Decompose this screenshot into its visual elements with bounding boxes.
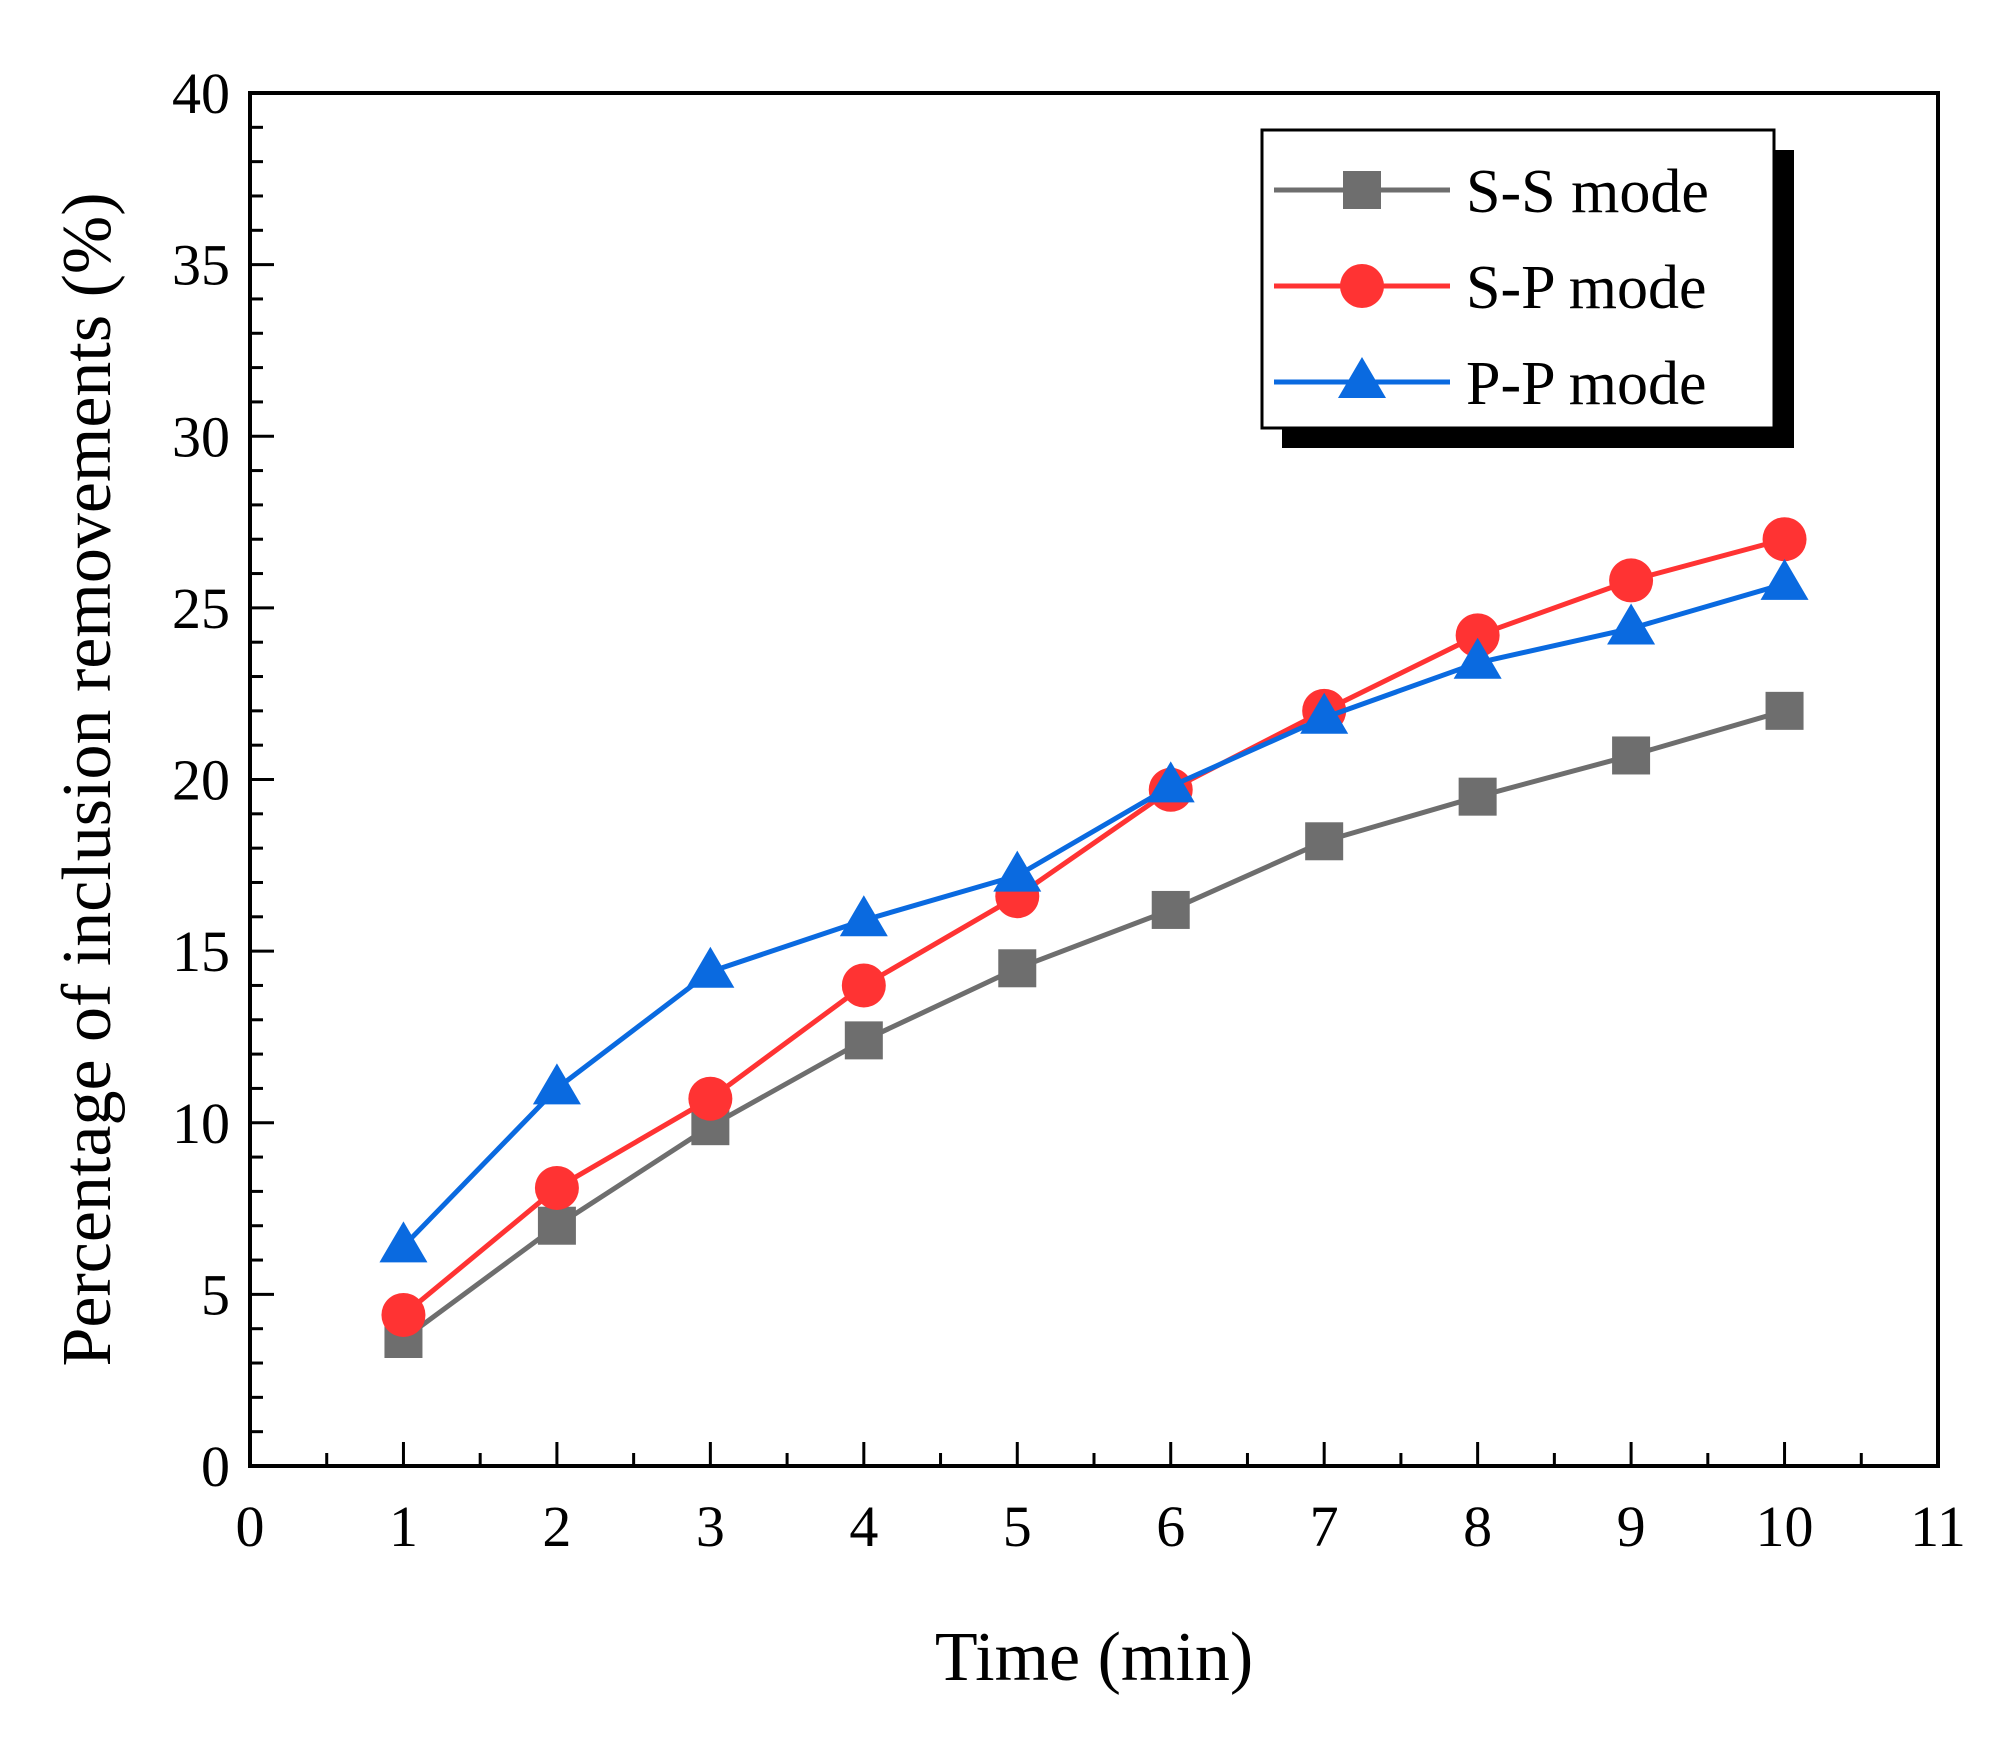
data-point bbox=[1612, 736, 1651, 775]
x-tick-label: 3 bbox=[696, 1494, 725, 1559]
data-point bbox=[379, 1221, 428, 1263]
data-point bbox=[1458, 777, 1497, 816]
x-axis-title: Time (min) bbox=[935, 1619, 1253, 1696]
y-tick-label: 35 bbox=[172, 233, 230, 298]
y-tick-label: 40 bbox=[172, 61, 230, 126]
x-tick-label: 11 bbox=[1910, 1494, 1966, 1559]
data-point bbox=[1760, 558, 1809, 600]
data-point bbox=[686, 946, 735, 988]
legend-item: S-P mode bbox=[1274, 254, 1707, 322]
series-layer bbox=[379, 517, 1809, 1358]
x-tick-label: 0 bbox=[236, 1494, 265, 1559]
x-tick-label: 2 bbox=[542, 1494, 571, 1559]
legend-item: S-S mode bbox=[1274, 158, 1709, 226]
x-tick-label: 8 bbox=[1463, 1494, 1492, 1559]
x-tick-label: 4 bbox=[849, 1494, 878, 1559]
data-point bbox=[1765, 691, 1804, 730]
data-point bbox=[1762, 517, 1807, 562]
data-point bbox=[998, 949, 1037, 988]
data-point bbox=[844, 1021, 883, 1060]
x-tick-label: 5 bbox=[1003, 1494, 1032, 1559]
x-tick-label: 6 bbox=[1156, 1494, 1185, 1559]
data-point bbox=[1146, 761, 1195, 803]
data-point bbox=[532, 1063, 581, 1105]
legend-marker bbox=[1340, 264, 1384, 308]
y-tick-label: 10 bbox=[172, 1091, 230, 1156]
data-point bbox=[1453, 637, 1502, 679]
x-tick-label: 9 bbox=[1617, 1494, 1646, 1559]
legend-item: P-P mode bbox=[1274, 350, 1707, 418]
data-point bbox=[1455, 613, 1500, 658]
y-tick-label: 20 bbox=[172, 748, 230, 813]
data-point bbox=[841, 963, 886, 1008]
y-tick-label: 30 bbox=[172, 404, 230, 469]
y-tick-label: 0 bbox=[201, 1434, 230, 1499]
data-point bbox=[381, 1292, 426, 1337]
series-1 bbox=[384, 691, 1804, 1358]
tick-labels-layer: 0 1 2 3 4 5 6 7 8 9 10 11 0 5 10 15 20 25 30 35 40 bbox=[172, 61, 1966, 1559]
y-tick-label: 15 bbox=[172, 919, 230, 984]
data-point bbox=[993, 850, 1042, 892]
x-tick-label: 1 bbox=[389, 1494, 418, 1559]
legend-marker bbox=[1338, 357, 1386, 398]
series-3 bbox=[379, 558, 1809, 1263]
y-axis-title: Percentage of inclusion removements (%) bbox=[49, 192, 126, 1366]
x-tick-label: 10 bbox=[1756, 1494, 1814, 1559]
series-line bbox=[401, 536, 1786, 1317]
legend: S-S mode S-P mode P-P mode bbox=[1260, 128, 1794, 448]
data-point bbox=[534, 1165, 579, 1210]
data-point bbox=[1305, 822, 1344, 861]
data-point bbox=[1607, 603, 1656, 645]
data-point bbox=[839, 895, 888, 937]
y-tick-label: 25 bbox=[172, 576, 230, 641]
legend-label: P-P mode bbox=[1466, 350, 1707, 418]
data-point bbox=[1609, 558, 1654, 603]
data-point bbox=[1151, 890, 1190, 929]
plot-frame bbox=[248, 91, 1940, 1468]
data-point bbox=[1300, 692, 1349, 734]
data-point bbox=[688, 1076, 733, 1121]
series-line bbox=[401, 581, 1786, 1249]
series-2 bbox=[381, 517, 1807, 1337]
series-line bbox=[401, 708, 1786, 1342]
x-tick-label: 7 bbox=[1310, 1494, 1339, 1559]
data-point bbox=[537, 1206, 576, 1245]
legend-marker bbox=[1343, 171, 1381, 209]
legend-label: S-P mode bbox=[1466, 254, 1707, 322]
legend-label: S-S mode bbox=[1466, 158, 1709, 226]
y-tick-label: 5 bbox=[201, 1262, 230, 1327]
